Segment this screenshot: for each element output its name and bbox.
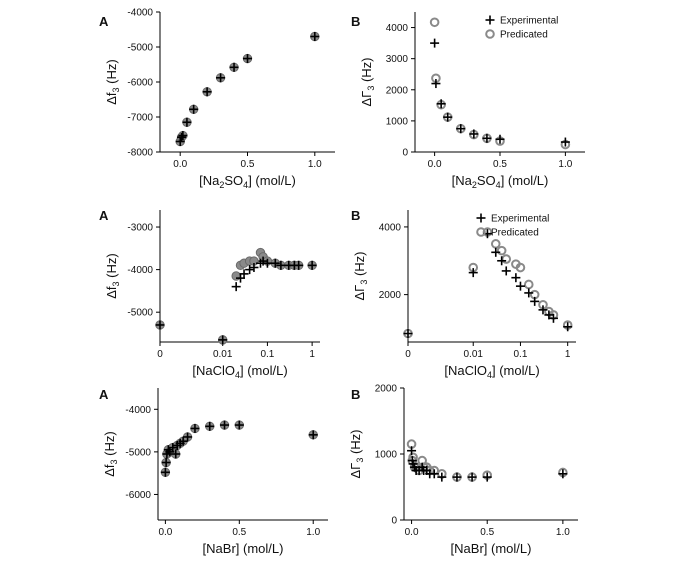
y-tick-label: -4000 <box>127 265 153 276</box>
x-axis-label: [Na2SO4] (mol/L) <box>452 173 549 190</box>
x-tick-label: 1.0 <box>558 159 572 170</box>
chart-nabr-df: A -6000 -5000 -4000 0.0 0.5 1.0 [NaBr] (mol/L) Δ… <box>99 387 328 556</box>
x-axis-label: [NaBr] (mol/L) <box>451 541 532 556</box>
point-predicated <box>515 262 526 273</box>
y-tick-label: 1000 <box>386 116 409 127</box>
x-axis-label: [Na2SO4] (mol/L) <box>199 173 296 190</box>
y-tick-label: -3000 <box>127 223 153 234</box>
y-tick-label: -4000 <box>127 8 153 19</box>
y-axis-label: Δf3 (Hz) <box>104 59 121 104</box>
y-tick-label: 3000 <box>386 54 409 65</box>
x-tick-label: 0.5 <box>232 527 246 538</box>
x-tick-label: 0.01 <box>213 349 233 360</box>
x-tick-label: 0.5 <box>241 159 255 170</box>
panel-letter: B <box>351 387 360 402</box>
y-tick-label: -5000 <box>127 43 153 54</box>
x-tick-label: 1 <box>309 349 315 360</box>
point-predicated <box>501 254 512 264</box>
legend-label: Predicated <box>491 228 539 239</box>
legend-label: Experimental <box>491 214 549 225</box>
chart-naclo4-df: A -5000 -4000 -3000 0 0.01 0.1 1 [NaClO4] (mol/L… <box>99 208 320 380</box>
legend-marker-predicated <box>476 227 486 237</box>
y-tick-label: 4000 <box>386 23 409 34</box>
point-predicated <box>496 245 507 256</box>
y-tick-label: 2000 <box>379 290 402 301</box>
x-tick-label: 1 <box>565 349 571 360</box>
series-predicated <box>175 31 320 147</box>
y-tick-label: 1000 <box>375 450 398 461</box>
y-tick-label: -8000 <box>127 148 153 159</box>
y-axis-label: Δf3 (Hz) <box>102 431 119 476</box>
legend: Experimental Predicated <box>476 213 549 239</box>
y-tick-label: -5000 <box>127 308 153 319</box>
panel-letter: A <box>99 387 109 402</box>
x-tick-label: 0 <box>157 349 163 360</box>
x-tick-label: 0 <box>405 349 411 360</box>
legend-marker-predicated <box>485 29 495 39</box>
series-experimental <box>155 256 317 345</box>
x-tick-label: 0.1 <box>514 349 528 360</box>
x-axis-label: [NaClO4] (mol/L) <box>444 363 539 380</box>
legend: Experimental Predicated <box>485 15 558 41</box>
chart-nabr-dg: B 0 1000 2000 0.0 0.5 1.0 [NaBr] (mol/L) ΔΓ3 (Hz… <box>348 384 578 556</box>
panel-letter: B <box>351 208 360 223</box>
panel-letter: A <box>99 14 109 29</box>
x-tick-label: 0.01 <box>463 349 483 360</box>
x-tick-label: 0.5 <box>493 159 507 170</box>
x-tick-label: 1.0 <box>308 159 322 170</box>
x-tick-label: 0.0 <box>158 527 172 538</box>
x-axis-label: [NaBr] (mol/L) <box>203 541 284 556</box>
y-tick-label: -6000 <box>127 78 153 89</box>
y-tick-label: -7000 <box>127 113 153 124</box>
y-tick-label: -6000 <box>125 490 151 501</box>
y-axis-label: ΔΓ3 (Hz) <box>352 251 369 300</box>
x-tick-label: 0.0 <box>428 159 442 170</box>
chart-na2so4-df: A -8000 -7000 -6000 -5000 -4000 0.0 0.5 1.0 [Na2S… <box>99 8 335 190</box>
series-experimental <box>430 38 570 147</box>
point-predicated <box>429 17 440 28</box>
x-tick-label: 0.0 <box>173 159 187 170</box>
panel-letter: A <box>99 208 109 223</box>
series-predicated <box>403 227 573 339</box>
y-tick-label: -5000 <box>125 447 151 458</box>
series-predicated <box>155 247 317 345</box>
x-tick-label: 1.0 <box>556 527 570 538</box>
legend-label: Predicated <box>500 30 548 41</box>
legend-label: Experimental <box>500 16 558 27</box>
chart-naclo4-dg: B 2000 4000 0 0.01 0.1 1 [NaClO4] (mol/L) ΔΓ3 (H… <box>351 208 576 380</box>
series-experimental <box>175 32 320 146</box>
x-tick-label: 0.0 <box>405 527 419 538</box>
x-tick-label: 0.1 <box>260 349 274 360</box>
panel-letter: B <box>351 14 360 29</box>
series-experimental <box>160 420 318 477</box>
point-predicated <box>523 279 534 290</box>
y-tick-label: 2000 <box>386 85 409 96</box>
y-tick-label: -4000 <box>125 405 151 416</box>
point-predicated <box>490 239 501 249</box>
y-axis-label: Δf3 (Hz) <box>104 253 121 298</box>
series-experimental <box>403 229 573 339</box>
point-predicated <box>231 271 241 281</box>
chart-na2so4-dg: B 0 1000 2000 3000 4000 0.0 0.5 1.0 [Na2SO4] (mol… <box>351 12 585 190</box>
y-tick-label: 2000 <box>375 384 398 395</box>
x-tick-label: 1.0 <box>306 527 320 538</box>
y-tick-label: 0 <box>402 148 408 159</box>
series-experimental <box>407 446 568 482</box>
y-axis-label: ΔΓ3 (Hz) <box>359 57 376 106</box>
x-tick-label: 0.5 <box>480 527 494 538</box>
y-tick-label: 4000 <box>379 222 402 233</box>
y-axis-label: ΔΓ3 (Hz) <box>348 429 365 478</box>
y-tick-label: 0 <box>391 516 397 527</box>
x-axis-label: [NaClO4] (mol/L) <box>192 363 287 380</box>
